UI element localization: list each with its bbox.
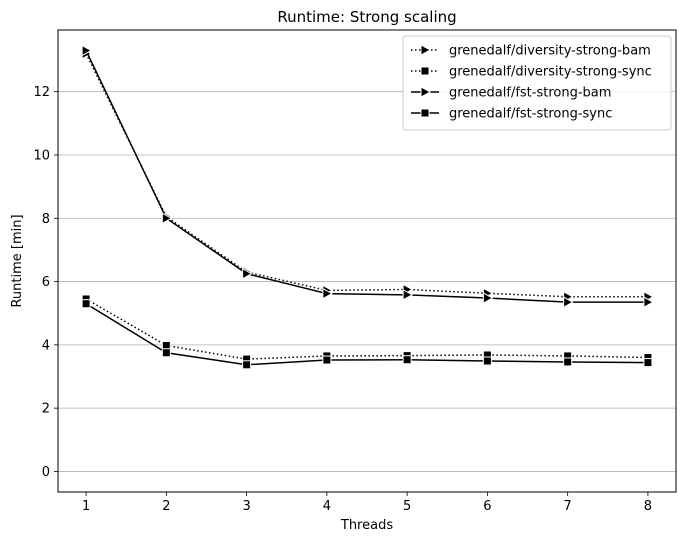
legend-marker	[420, 86, 432, 98]
data-point	[322, 287, 333, 300]
series-line	[85, 53, 648, 298]
legend-label: grenedalf/diversity-strong-bam	[449, 44, 651, 59]
legend-entry: grenedalf/fst-strong-bam	[411, 86, 611, 101]
x-tick-label-3: 3	[242, 499, 250, 514]
x-tick-label-4: 4	[323, 499, 331, 514]
legend-entry: grenedalf/fst-strong-sync	[411, 107, 612, 122]
data-point	[402, 355, 412, 365]
legend-box	[402, 35, 672, 131]
data-point	[161, 348, 171, 358]
data-point	[563, 296, 574, 308]
legend-marker	[420, 108, 430, 118]
data-point	[242, 267, 253, 280]
data-point	[322, 355, 332, 365]
x-tick-label-7: 7	[564, 499, 572, 514]
data-point	[482, 356, 492, 366]
grid-lines	[58, 91, 676, 472]
y-tick-label-12: 12	[33, 85, 50, 100]
series-layer	[81, 44, 654, 370]
legend-marker	[420, 66, 430, 76]
y-tick-label-8: 8	[42, 212, 50, 227]
series-line	[85, 50, 648, 303]
data-point	[643, 358, 653, 368]
chart-title: Runtime: Strong scaling	[277, 8, 456, 26]
x-tick-label-1: 1	[82, 499, 90, 514]
legend-label: grenedalf/diversity-strong-sync	[449, 65, 652, 80]
data-point	[161, 212, 173, 225]
legend-label: grenedalf/fst-strong-sync	[449, 107, 612, 122]
y-tick-label-6: 6	[42, 275, 50, 290]
x-axis-label: Threads	[340, 518, 393, 533]
legend: grenedalf/diversity-strong-bam grenedalf/…	[402, 35, 672, 131]
legend-entry: grenedalf/diversity-strong-bam	[411, 44, 651, 59]
data-point	[81, 299, 91, 309]
x-axis-ticks: 1 2 3 4 5 6 7 8	[82, 492, 652, 514]
data-point	[563, 357, 573, 367]
data-point	[402, 289, 414, 301]
x-tick-label-5: 5	[403, 499, 411, 514]
legend-marker	[420, 44, 432, 56]
y-tick-label-0: 0	[42, 465, 50, 480]
y-axis-label: Runtime [min]	[10, 214, 25, 307]
series-grenedalf-fst-strong-sync	[81, 299, 653, 370]
x-tick-label-8: 8	[644, 499, 652, 514]
y-tick-label-10: 10	[33, 148, 50, 163]
x-tick-label-2: 2	[162, 499, 170, 514]
data-point	[242, 360, 252, 370]
series-grenedalf-fst-strong-bam	[81, 44, 654, 308]
plot-frame	[57, 29, 677, 493]
y-axis-ticks: 0 2 4 6 8 10 12	[33, 85, 58, 480]
x-tick-label-6: 6	[483, 499, 491, 514]
data-point	[643, 296, 654, 308]
y-tick-label-4: 4	[42, 338, 50, 353]
legend-label: grenedalf/fst-strong-bam	[449, 86, 611, 101]
data-point	[81, 44, 93, 57]
y-tick-label-2: 2	[42, 402, 50, 417]
series-line	[85, 303, 648, 366]
data-point	[482, 292, 494, 304]
legend-entry: grenedalf/diversity-strong-sync	[411, 65, 652, 80]
